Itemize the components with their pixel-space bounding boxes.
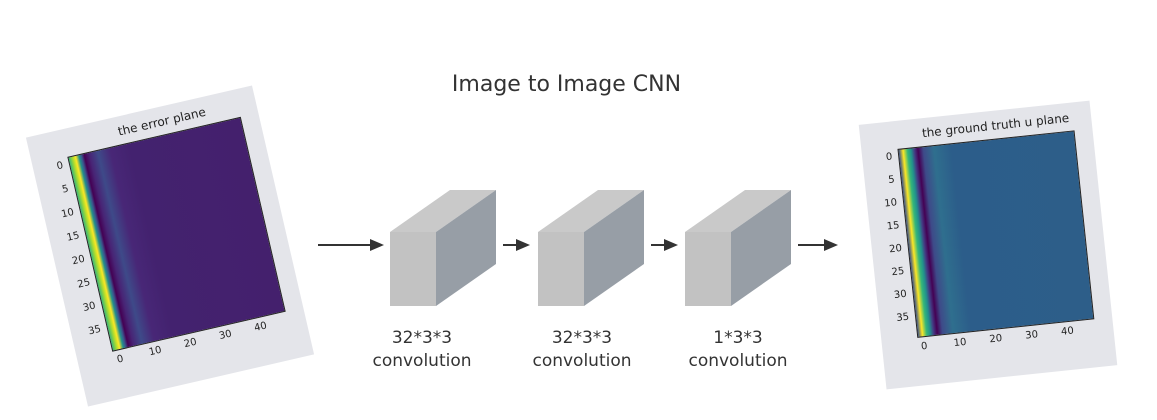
conv-layer-1-op: convolution (372, 351, 472, 371)
conv-layer-2-label: 32*3*3 convolution (512, 327, 652, 373)
conv-layer-3-box (685, 190, 791, 306)
output-heatmap (897, 130, 1095, 338)
conv-layer-1-box (390, 190, 496, 306)
conv-layer-2-size: 32*3*3 (551, 328, 613, 348)
conv-layer-3-size: 1*3*3 (713, 328, 763, 348)
input-plot-panel: the error plane 0 5 10 15 20 25 30 35 0 … (25, 85, 315, 407)
arrow-layer2-to-layer3 (651, 239, 678, 251)
output-plot-panel: the ground truth u plane 0 5 10 15 20 25… (858, 100, 1118, 390)
conv-layer-2-op: convolution (532, 351, 632, 371)
conv-layer-2-box (538, 190, 644, 306)
conv-layer-1-size: 32*3*3 (391, 328, 453, 348)
arrow-layer1-to-layer2 (503, 239, 530, 251)
conv-layer-3-op: convolution (688, 351, 788, 371)
diagram-title: Image to Image CNN (451, 72, 682, 97)
conv-layer-1-label: 32*3*3 convolution (352, 327, 492, 373)
arrow-input-to-layer1 (318, 239, 384, 251)
arrow-layer3-to-output (798, 239, 838, 251)
conv-layer-3-label: 1*3*3 convolution (668, 327, 808, 373)
